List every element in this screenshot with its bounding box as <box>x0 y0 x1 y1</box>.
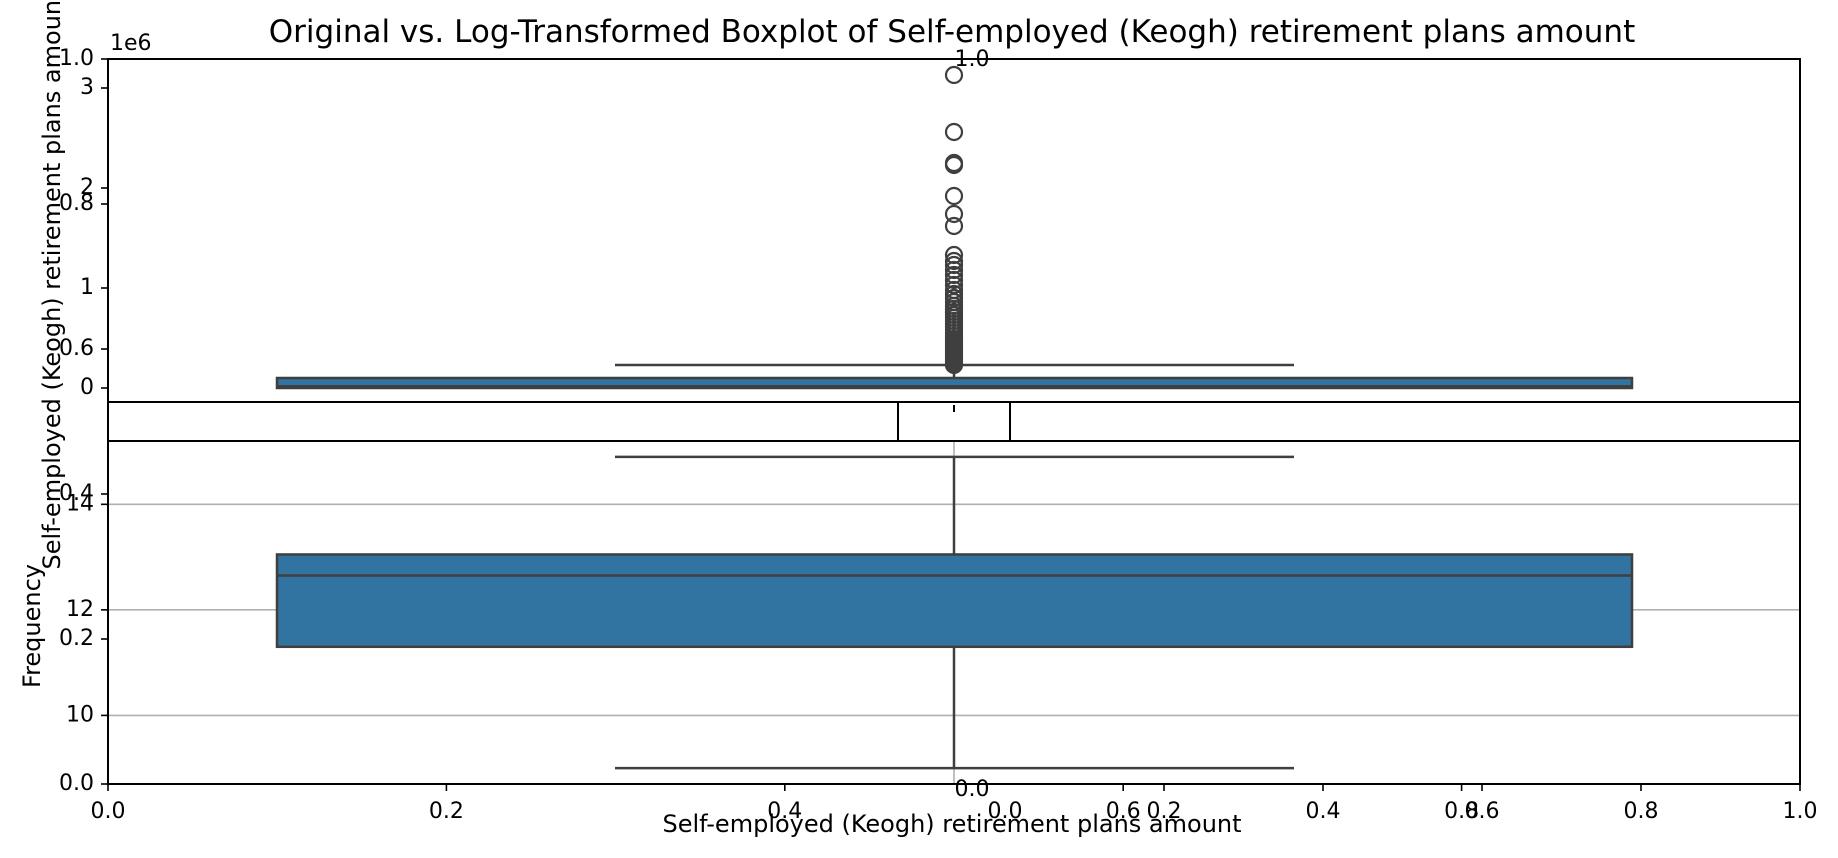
bottom-y-tick-label-12: 12 <box>66 597 94 622</box>
y-tick-label-0.8: 0.8 <box>59 191 94 216</box>
top-box <box>275 376 1634 390</box>
outlier-point-6 <box>944 216 964 236</box>
bottom-box <box>275 553 1634 649</box>
top-y-tick-label-1: 1 <box>80 275 94 300</box>
inset-x-tick-label-0.4: 0.4 <box>1306 799 1341 824</box>
y-axis-label-top: Self-employed (Keogh) retirement plans a… <box>38 0 66 570</box>
inset-x-tick-label-0.2: 0.2 <box>1147 799 1182 824</box>
x-tick-label-0.2: 0.2 <box>429 799 464 824</box>
y-tick-label-0.6: 0.6 <box>59 336 94 361</box>
x-axis-label: Self-employed (Keogh) retirement plans a… <box>662 810 1241 838</box>
outlier-point-5 <box>944 204 964 224</box>
x-tick-label-0.6: 0.6 <box>1106 799 1141 824</box>
outlier-point-42 <box>944 355 964 375</box>
outlier-point-1 <box>944 122 964 142</box>
bottom-y-tick-label-14: 14 <box>66 491 94 516</box>
offset-text: 1e6 <box>110 31 152 56</box>
inset-x-tick-label-start: 0.0 <box>988 799 1023 824</box>
outlier-point-4 <box>944 186 964 206</box>
x-tick-label-1: 1.0 <box>1783 799 1818 824</box>
y-tick-label-1: 1.0 <box>59 46 94 71</box>
top-y-tick-label-0: 0 <box>80 375 94 400</box>
outlier-point-3 <box>944 155 964 175</box>
top-y-tick-label-3: 3 <box>80 75 94 100</box>
x-tick-label-0.4: 0.4 <box>767 799 802 824</box>
y-axis-label-frequency: Frequency <box>18 564 46 688</box>
x-tick-label-0: 0.0 <box>91 799 126 824</box>
figure-frame <box>107 58 1801 785</box>
chart-title: Original vs. Log-Transformed Boxplot of … <box>269 14 1635 50</box>
inset-bottom-label: 0.0 <box>955 777 990 802</box>
bottom-y-tick-label-10: 10 <box>66 702 94 727</box>
inset-x-tick-label-0.8: 0.8 <box>1624 799 1659 824</box>
y-tick-label-0.4: 0.4 <box>59 481 94 506</box>
y-tick-label-0.2: 0.2 <box>59 626 94 651</box>
outlier-point-12 <box>944 270 964 290</box>
inset-x-tick-label-0.6: 0.6 <box>1465 799 1500 824</box>
top-y-tick-label-2: 2 <box>80 175 94 200</box>
x-tick-label-0.8: 0.8 <box>1444 799 1479 824</box>
y-tick-label-0: 0.0 <box>59 771 94 796</box>
outlier-point-0 <box>944 65 964 85</box>
